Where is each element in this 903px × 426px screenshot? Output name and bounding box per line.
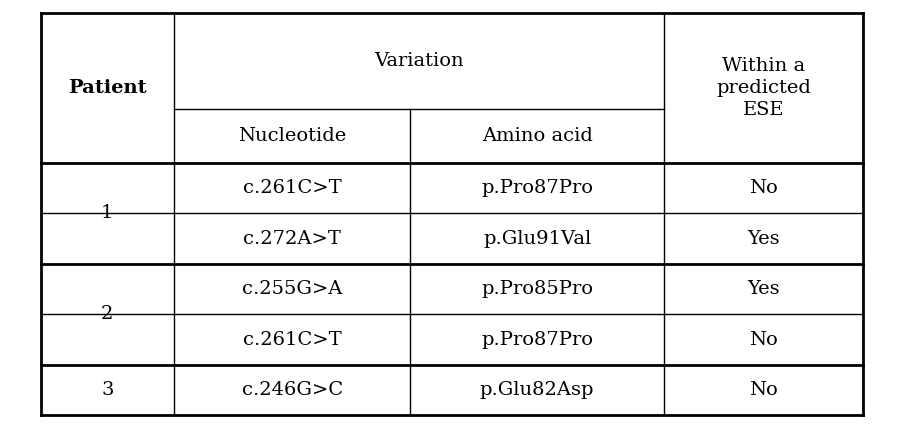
Text: p.Pro85Pro: p.Pro85Pro — [480, 280, 592, 298]
Text: Variation: Variation — [374, 52, 463, 70]
Text: c.255G>A: c.255G>A — [242, 280, 342, 298]
Text: 2: 2 — [101, 305, 114, 323]
Text: Within a
predicted
ESE: Within a predicted ESE — [715, 57, 810, 119]
Text: 1: 1 — [101, 204, 114, 222]
Text: c.246G>C: c.246G>C — [241, 381, 342, 399]
Text: Amino acid: Amino acid — [481, 127, 591, 145]
Text: p.Glu82Asp: p.Glu82Asp — [479, 381, 593, 399]
Text: p.Glu91Val: p.Glu91Val — [482, 230, 591, 248]
Text: No: No — [749, 179, 777, 197]
Text: p.Pro87Pro: p.Pro87Pro — [480, 331, 592, 348]
Text: p.Pro87Pro: p.Pro87Pro — [480, 179, 592, 197]
Text: No: No — [749, 331, 777, 348]
Text: c.261C>T: c.261C>T — [243, 331, 341, 348]
Text: No: No — [749, 381, 777, 399]
Text: c.272A>T: c.272A>T — [243, 230, 340, 248]
Text: 3: 3 — [101, 381, 114, 399]
Text: Yes: Yes — [747, 280, 779, 298]
Text: Patient: Patient — [68, 79, 146, 97]
Text: Nucleotide: Nucleotide — [237, 127, 346, 145]
Text: Yes: Yes — [747, 230, 779, 248]
Text: c.261C>T: c.261C>T — [243, 179, 341, 197]
